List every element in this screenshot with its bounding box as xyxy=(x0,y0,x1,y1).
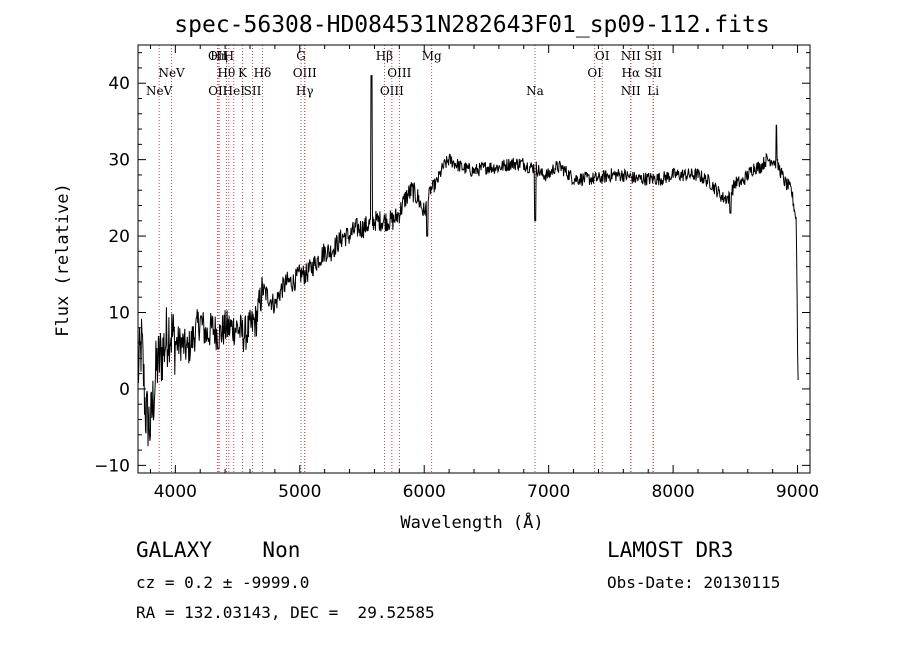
line-marker-label: K xyxy=(238,66,248,80)
line-marker-label: OI xyxy=(595,49,610,63)
x-tick-label: 5000 xyxy=(278,482,321,502)
y-tick-label: 40 xyxy=(108,74,130,94)
line-marker-label: Hγ xyxy=(296,84,314,98)
line-marker-label: Na xyxy=(526,84,544,98)
line-marker-label: HeI xyxy=(223,84,246,98)
survey-name: LAMOST DR3 xyxy=(607,538,734,562)
line-marker-label: Li xyxy=(647,84,659,98)
x-tick-label: 9000 xyxy=(776,482,819,502)
x-tick-label: 6000 xyxy=(403,482,446,502)
line-marker-label: NeV xyxy=(146,84,173,98)
y-tick-label: 20 xyxy=(108,227,130,247)
line-marker-label: OIII xyxy=(387,66,411,80)
y-tick-label: 10 xyxy=(108,304,130,324)
y-tick-label: 30 xyxy=(108,151,130,171)
y-tick-label: 0 xyxy=(119,380,130,400)
line-marker-label: Hδ xyxy=(254,66,272,80)
line-marker-label: SII xyxy=(644,49,662,63)
x-axis-label: Wavelength (Å) xyxy=(400,511,543,533)
spectrum-line xyxy=(137,75,799,447)
redshift-cz: cz = 0.2 ± -9999.0 xyxy=(136,573,310,592)
ra-dec: RA = 132.03143, DEC = 29.52585 xyxy=(136,603,435,622)
x-tick-label: 8000 xyxy=(651,482,694,502)
line-marker-label: NII xyxy=(621,49,641,63)
line-marker-label: Hβ xyxy=(376,49,393,63)
line-marker-label: Hη xyxy=(210,49,228,63)
y-tick-label: −10 xyxy=(94,456,130,476)
line-marker-label: NeV xyxy=(158,66,185,80)
plot-frame xyxy=(137,44,811,474)
line-marker-label: Hθ xyxy=(218,66,236,80)
line-marker-label: G xyxy=(296,49,306,63)
line-marker-label: OI xyxy=(587,66,602,80)
line-marker-label: OII xyxy=(208,84,228,98)
observation-date: Obs-Date: 20130115 xyxy=(607,573,781,592)
x-tick-label: 4000 xyxy=(154,482,197,502)
line-marker-label: H xyxy=(224,49,234,63)
chart-title: spec-56308-HD084531N282643F01_sp09-112.f… xyxy=(174,12,769,38)
x-tick-label: 7000 xyxy=(527,482,570,502)
line-marker-label: Mg xyxy=(422,49,442,63)
line-marker-label: NII xyxy=(621,84,641,98)
line-marker-label: OII xyxy=(208,49,228,63)
y-axis-label: Flux (relative) xyxy=(53,183,73,337)
object-class: GALAXY Non xyxy=(136,538,301,562)
line-marker-label: SII xyxy=(244,84,262,98)
line-marker-label: OIII xyxy=(380,84,404,98)
